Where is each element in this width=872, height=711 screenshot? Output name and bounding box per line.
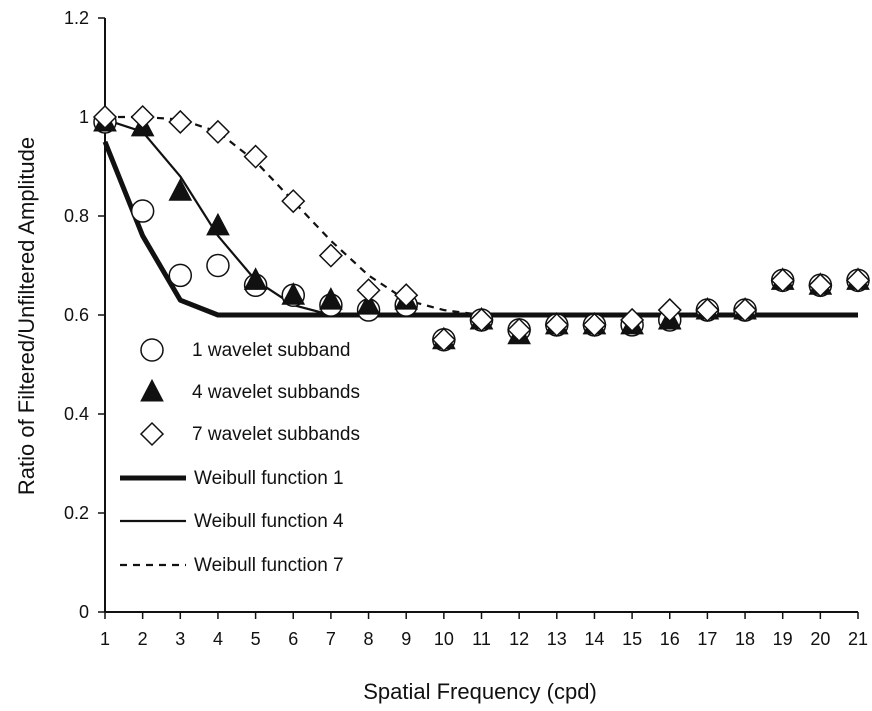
legend-open-circle-icon: [140, 338, 164, 362]
x-tick-label: 19: [773, 629, 793, 649]
markers: [92, 104, 871, 352]
y-axis-title: Ratio of Filtered/Unfiltered Amplitude: [14, 137, 39, 495]
y-tick-label: 1.2: [64, 8, 89, 28]
y-ticks: 0 0.2 0.4 0.6 0.8 1 1.2: [64, 8, 105, 622]
x-tick-label: 1: [100, 629, 110, 649]
x-axis-title: Spatial Frequency (cpd): [363, 679, 597, 704]
legend-item-weibull-function-7: Weibull function 7: [120, 555, 344, 576]
x-tick-label: 16: [660, 629, 680, 649]
legend-item-4-wavelet-subbands: 4 wavelet subbands: [140, 378, 360, 403]
7-wavelet-subbands-point: [695, 297, 720, 323]
7-wavelet-subbands-point: [657, 297, 682, 323]
y-tick-label: 0.2: [64, 503, 89, 523]
4-wavelet-subbands-point: [281, 282, 306, 305]
1-wavelet-subband-point: [168, 263, 193, 288]
1-wavelet-subband-point: [130, 199, 155, 223]
7-wavelet-subbands-point: [243, 144, 268, 169]
x-tick-label: 4: [213, 629, 223, 649]
7-wavelet-subbands-point: [544, 312, 569, 337]
4-wavelet-subbands-point: [319, 287, 343, 310]
y-tick-label: 0: [79, 602, 89, 622]
x-tick-label: 3: [175, 629, 185, 649]
7-wavelet-subbands-point: [130, 104, 155, 130]
x-tick-label: 7: [326, 629, 336, 649]
7-wavelet-subbands-point: [431, 327, 456, 352]
x-tick-label: 2: [138, 629, 148, 649]
7-wavelet-subbands-point: [582, 312, 607, 337]
7-wavelet-subbands-point: [168, 109, 193, 135]
x-tick-label: 20: [810, 629, 830, 649]
legend-label: Weibull function 7: [194, 555, 344, 576]
x-tick-label: 6: [288, 629, 298, 649]
x-tick-label: 12: [509, 629, 529, 649]
x-tick-label: 9: [401, 629, 411, 649]
x-tick-label: 11: [472, 629, 491, 649]
y-tick-label: 1: [79, 107, 89, 127]
legend-open-diamond-icon: [139, 421, 165, 447]
7-wavelet-subbands-point: [469, 307, 494, 333]
legend-item-weibull-function-1: Weibull function 1: [120, 468, 344, 489]
7-wavelet-subbands-point: [732, 297, 758, 323]
legend-label: Weibull function 4: [194, 511, 344, 532]
7-wavelet-subbands-point: [808, 273, 833, 298]
7-wavelet-subbands-point: [770, 268, 795, 293]
legend-item-1-wavelet-subband: 1 wavelet subband: [140, 338, 350, 362]
4-wavelet-subbands-point: [168, 178, 193, 201]
x-tick-label: 21: [848, 629, 868, 649]
legend: 1 wavelet subband 4 wavelet subbands 7 wav…: [120, 338, 360, 576]
7-wavelet-subbands-point: [845, 268, 871, 293]
x-tick-label: 15: [622, 629, 642, 649]
7-wavelet-subbands-point: [318, 243, 343, 268]
legend-item-weibull-function-4: Weibull function 4: [120, 511, 344, 532]
7-wavelet-subbands-point: [92, 104, 118, 130]
y-tick-label: 0.8: [64, 206, 89, 226]
x-tick-label: 8: [364, 629, 374, 649]
7-wavelet-subbands-point: [205, 119, 231, 144]
4-wavelet-subbands-point: [356, 292, 381, 315]
7-wavelet-subbands-point: [507, 317, 532, 342]
x-tick-label: 17: [697, 629, 717, 649]
7-wavelet-subbands-point: [394, 283, 419, 308]
7-wavelet-subbands-point: [356, 278, 381, 303]
7-wavelet-subbands-point: [281, 189, 306, 214]
legend-item-7-wavelet-subbands: 7 wavelet subbands: [139, 421, 360, 447]
y-tick-label: 0.4: [64, 404, 89, 424]
x-ticks: 1 2 3 4 5 6 7 8 9 10 11 12 13 14 15 16 17 18 19 20 21: [100, 612, 868, 649]
x-tick-label: 13: [547, 629, 567, 649]
x-tick-label: 18: [735, 629, 755, 649]
1-wavelet-subband-point: [206, 253, 230, 278]
x-tick-label: 5: [251, 629, 261, 649]
y-tick-label: 0.6: [64, 305, 89, 325]
x-tick-label: 10: [434, 629, 454, 649]
7-wavelet-subbands-point: [620, 307, 645, 333]
legend-label: 7 wavelet subbands: [192, 424, 360, 445]
legend-label: 4 wavelet subbands: [192, 382, 360, 403]
legend-filled-triangle-icon: [140, 378, 164, 402]
4-wavelet-subbands-point: [206, 212, 230, 236]
x-tick-label: 14: [584, 629, 604, 649]
legend-label: Weibull function 1: [194, 468, 344, 489]
legend-label: 1 wavelet subband: [192, 340, 350, 361]
4-wavelet-subbands-point: [243, 267, 268, 290]
7-wavelet-subbands-series: [92, 104, 871, 352]
